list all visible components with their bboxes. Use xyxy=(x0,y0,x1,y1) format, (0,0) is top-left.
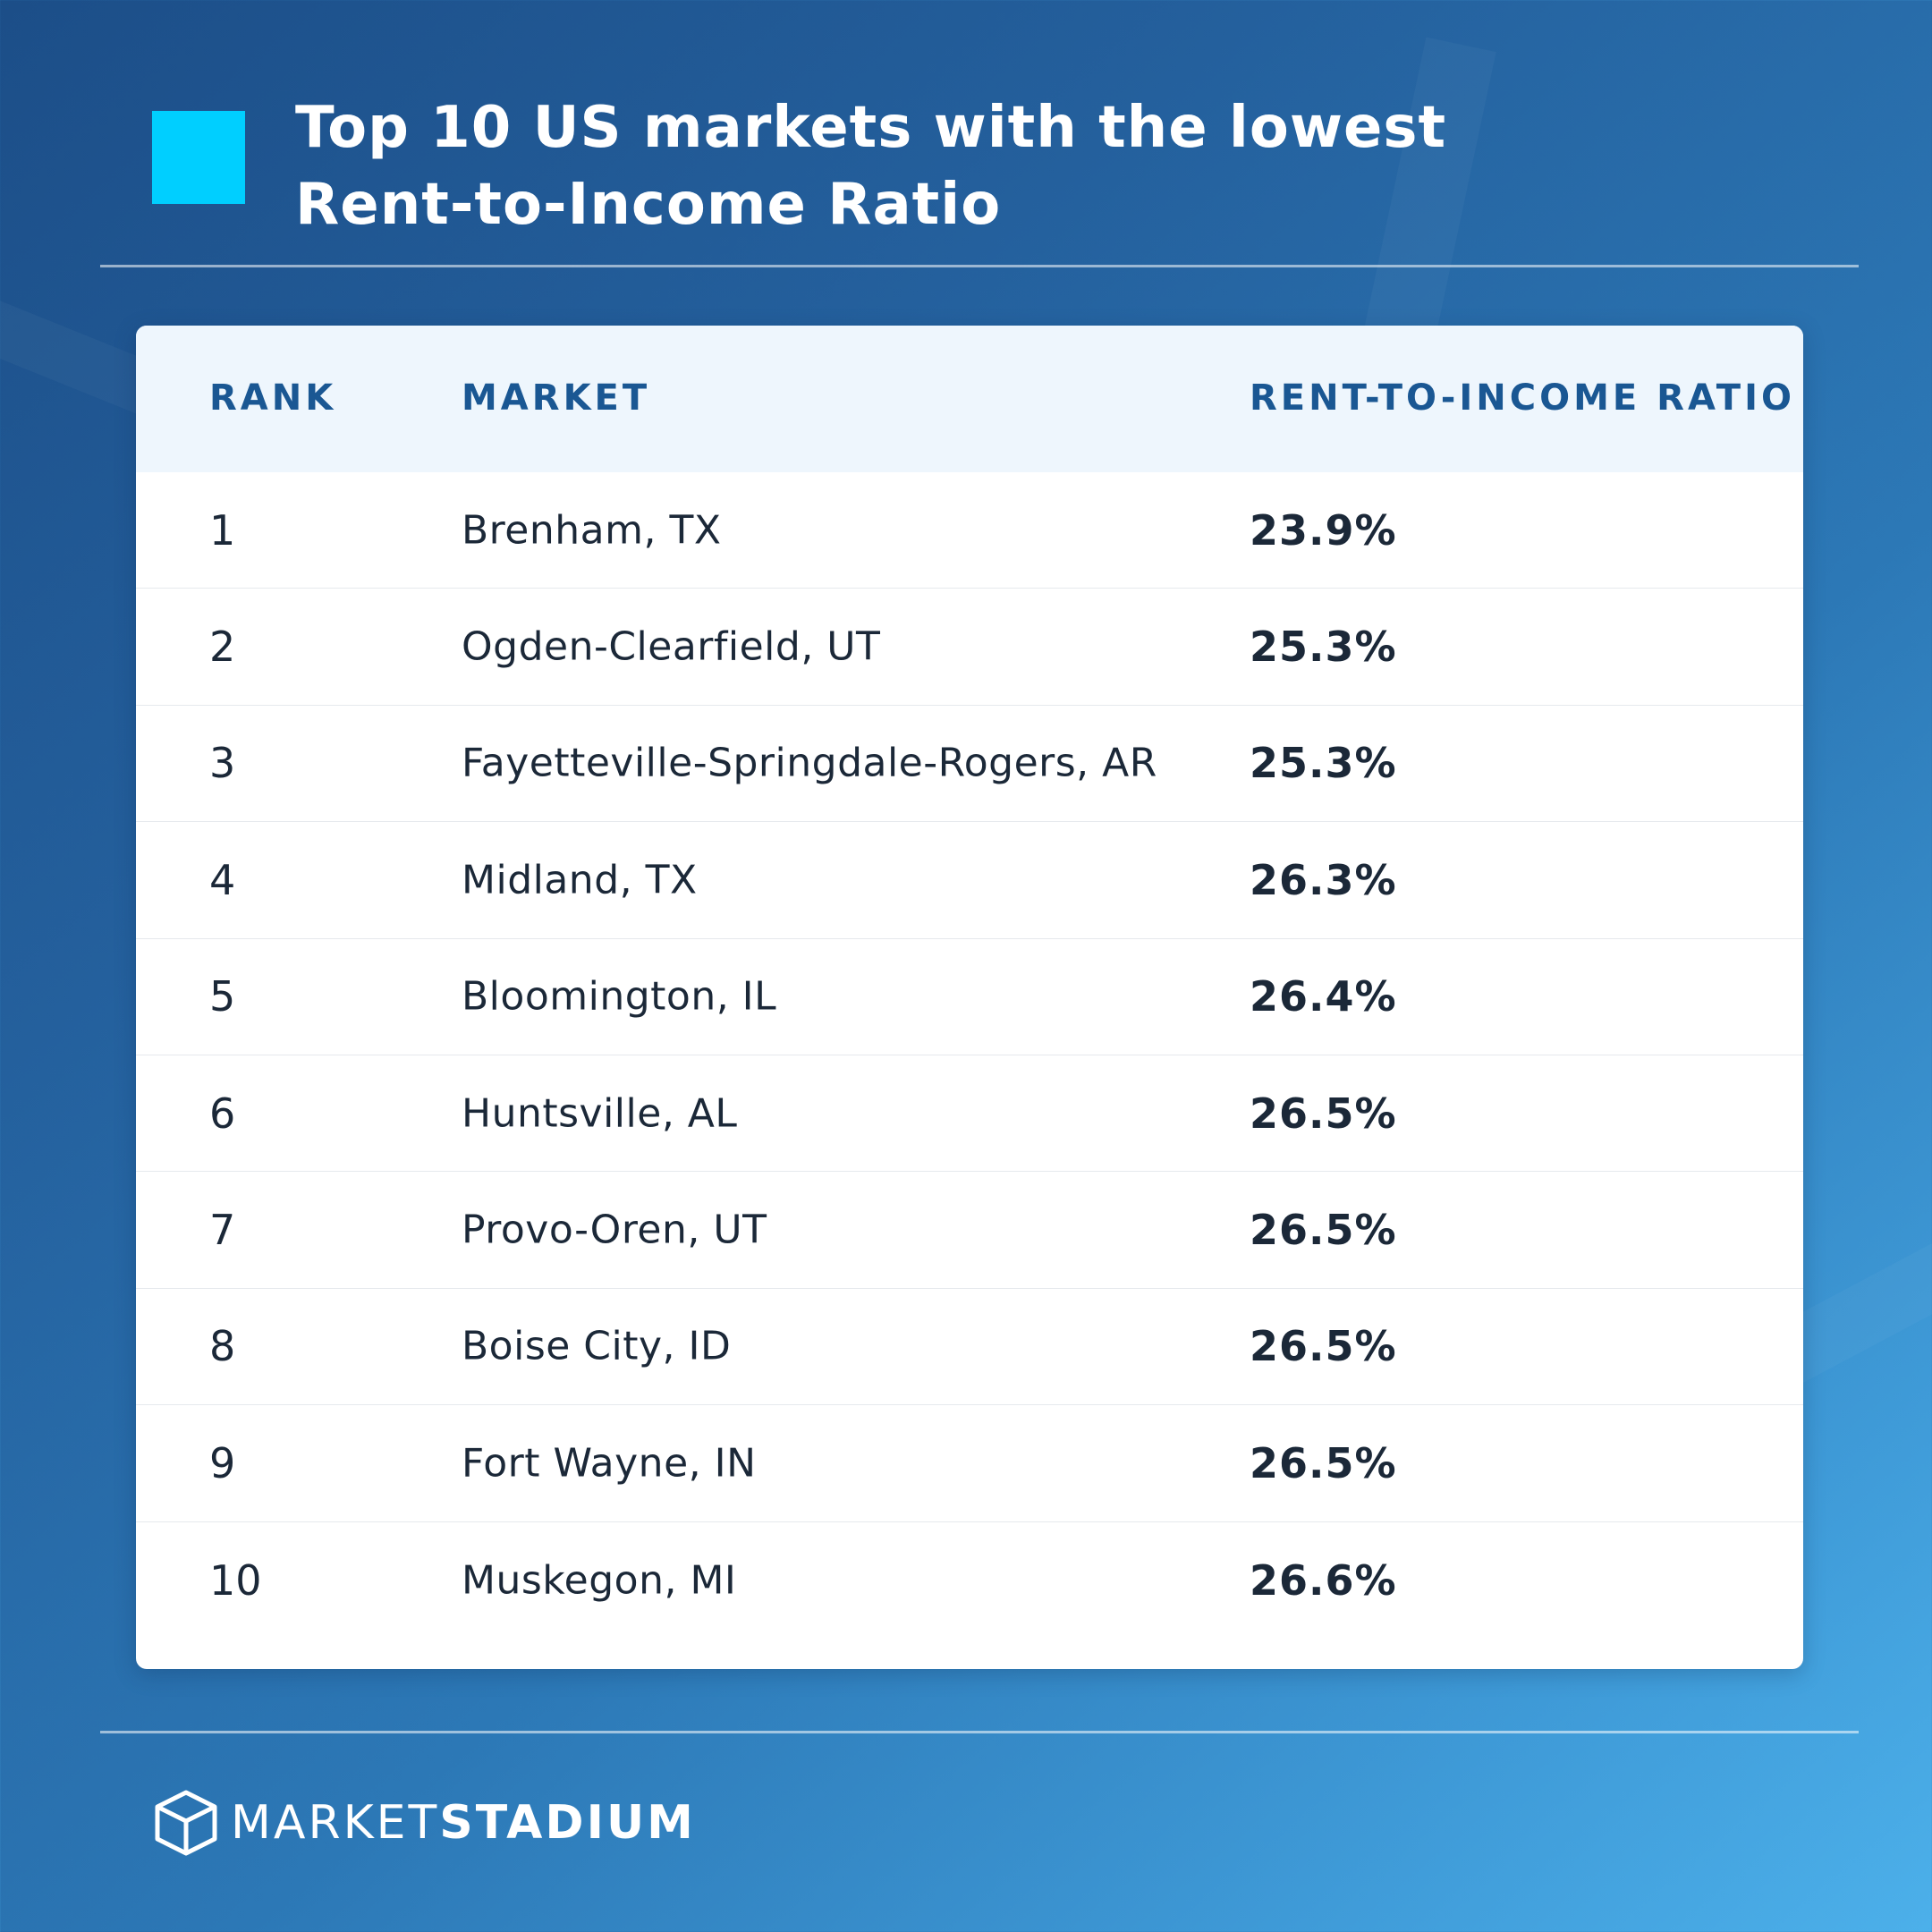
column-header-ratio: RENT-TO-INCOME RATIO xyxy=(1250,377,1795,419)
page-title-line-2: Rent-to-Income Ratio xyxy=(295,172,1002,238)
ratio-cell: 25.3% xyxy=(1250,739,1397,788)
rank-cell: 8 xyxy=(209,1322,236,1371)
brand-wordmark-light: MARKET xyxy=(231,1796,440,1850)
table-row: 8 Boise City, ID 26.5% xyxy=(136,1289,1803,1406)
ratio-cell: 26.5% xyxy=(1250,1322,1397,1371)
table-row: 10 Muskegon, MI 26.6% xyxy=(136,1522,1803,1639)
ratio-cell: 26.3% xyxy=(1250,855,1397,904)
market-cell: Provo-Oren, UT xyxy=(462,1207,767,1253)
brand-wordmark: MARKETSTADIUM xyxy=(231,1796,696,1850)
table-row: 6 Huntsville, AL 26.5% xyxy=(136,1055,1803,1173)
rank-cell: 4 xyxy=(209,855,236,904)
rank-cell: 10 xyxy=(209,1555,262,1605)
rank-cell: 6 xyxy=(209,1089,236,1138)
table-row: 1 Brenham, TX 23.9% xyxy=(136,472,1803,589)
ranking-table: RANK MARKET RENT-TO-INCOME RATIO 1 Brenh… xyxy=(136,326,1803,1669)
page-title-line-1: Top 10 US markets with the lowest xyxy=(295,95,1447,161)
ratio-cell: 26.6% xyxy=(1250,1555,1397,1605)
table-row: 2 Ogden-Clearfield, UT 25.3% xyxy=(136,589,1803,706)
market-cell: Muskegon, MI xyxy=(462,1557,737,1604)
table-body: 1 Brenham, TX 23.9% 2 Ogden-Clearfield, … xyxy=(136,472,1803,1639)
bottom-divider xyxy=(100,1731,1859,1733)
table-row: 3 Fayetteville-Springdale-Rogers, AR 25.… xyxy=(136,706,1803,823)
cube-icon xyxy=(155,1790,217,1856)
column-header-market: MARKET xyxy=(462,377,651,419)
column-header-rank: RANK xyxy=(209,377,337,419)
market-cell: Huntsville, AL xyxy=(462,1090,738,1137)
rank-cell: 3 xyxy=(209,739,236,788)
brand-logo: MARKETSTADIUM xyxy=(154,1789,696,1857)
ratio-cell: 25.3% xyxy=(1250,623,1397,672)
table-header: RANK MARKET RENT-TO-INCOME RATIO xyxy=(136,326,1803,472)
rank-cell: 7 xyxy=(209,1206,236,1255)
rank-cell: 1 xyxy=(209,505,236,555)
rank-cell: 5 xyxy=(209,972,236,1021)
market-cell: Ogden-Clearfield, UT xyxy=(462,623,881,670)
top-divider xyxy=(100,265,1859,267)
market-cell: Fayetteville-Springdale-Rogers, AR xyxy=(462,740,1157,786)
ratio-cell: 26.5% xyxy=(1250,1206,1397,1255)
title-accent-square xyxy=(152,111,245,204)
ratio-cell: 23.9% xyxy=(1250,505,1397,555)
table-row: 4 Midland, TX 26.3% xyxy=(136,822,1803,939)
market-cell: Bloomington, IL xyxy=(462,973,777,1020)
rank-cell: 2 xyxy=(209,623,236,672)
market-cell: Fort Wayne, IN xyxy=(462,1440,757,1487)
market-cell: Brenham, TX xyxy=(462,507,722,554)
market-cell: Boise City, ID xyxy=(462,1323,732,1369)
ratio-cell: 26.5% xyxy=(1250,1089,1397,1138)
rank-cell: 9 xyxy=(209,1438,236,1487)
table-row: 7 Provo-Oren, UT 26.5% xyxy=(136,1172,1803,1289)
market-cell: Midland, TX xyxy=(462,857,698,903)
table-row: 9 Fort Wayne, IN 26.5% xyxy=(136,1405,1803,1522)
page-title: Top 10 US markets with the lowest Rent-t… xyxy=(295,89,1816,243)
brand-wordmark-bold: STADIUM xyxy=(439,1796,696,1850)
table-row: 5 Bloomington, IL 26.4% xyxy=(136,939,1803,1055)
ratio-cell: 26.5% xyxy=(1250,1438,1397,1487)
ratio-cell: 26.4% xyxy=(1250,972,1397,1021)
